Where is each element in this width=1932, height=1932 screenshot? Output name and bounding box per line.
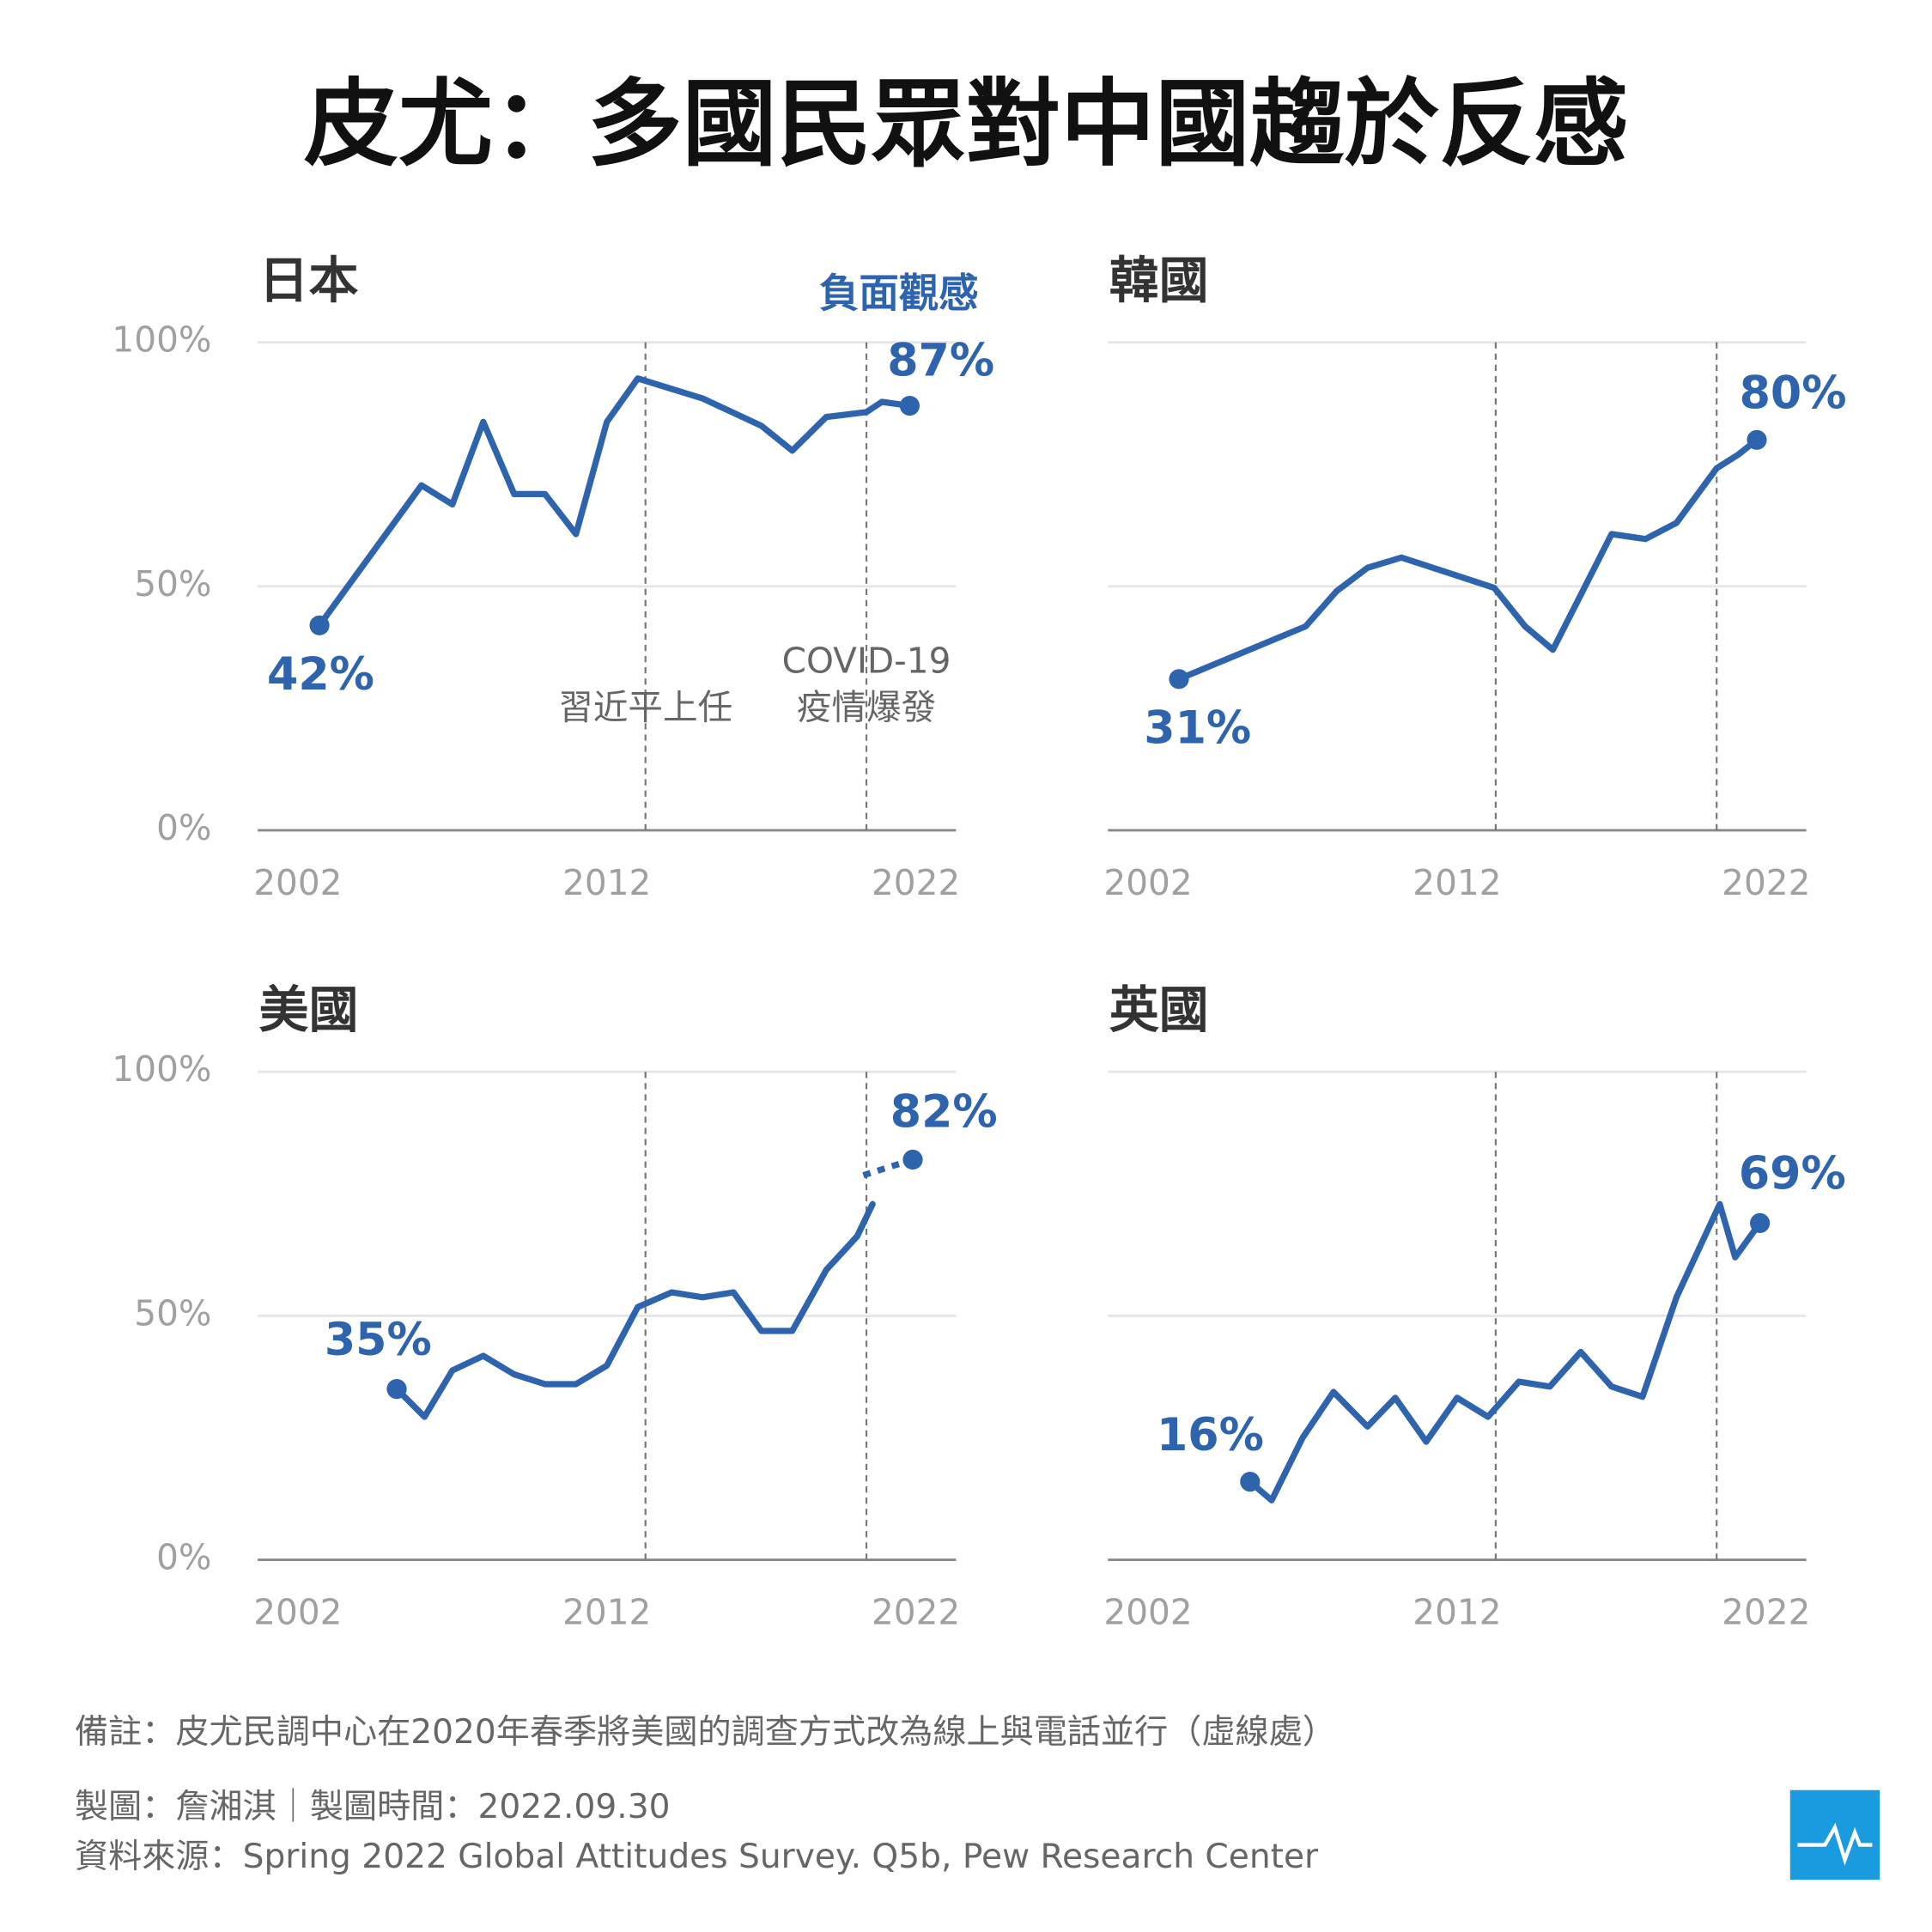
x-tick-label: 2012 <box>1413 862 1501 903</box>
x-tick-label: 2002 <box>1103 1591 1192 1632</box>
data-line <box>316 375 914 629</box>
value-label: 82% <box>890 1086 998 1138</box>
event-label: 疫情爆發 <box>797 686 936 727</box>
footnote: 資料來源：Spring 2022 Global Attitudes Survey… <box>75 1838 1319 1876</box>
value-label: 31% <box>1144 703 1251 755</box>
value-label: 42% <box>267 649 374 701</box>
data-line <box>1247 1200 1764 1504</box>
value-label: 87% <box>887 335 994 386</box>
data-point <box>902 1149 923 1170</box>
footnote: 製圖：詹湘淇｜製圖時間：2022.09.30 <box>75 1788 671 1826</box>
y-tick-label: 100% <box>112 319 211 361</box>
logo-box <box>1789 1789 1880 1880</box>
y-tick-label: 50% <box>134 1292 211 1334</box>
panel-title: 日本 <box>259 252 359 310</box>
data-point <box>1169 669 1189 690</box>
value-label: 35% <box>325 1315 432 1366</box>
event-label: COVID-19 <box>782 641 951 682</box>
x-tick-label: 2012 <box>562 862 651 903</box>
series-label: 負面觀感 <box>819 270 979 317</box>
x-tick-label: 2022 <box>872 1591 960 1632</box>
x-tick-label: 2022 <box>1722 1591 1810 1632</box>
logo <box>1789 1789 1880 1880</box>
x-tick-label: 2002 <box>253 862 342 903</box>
y-tick-label: 50% <box>134 563 211 605</box>
page-title: 皮尤：多國民眾對中國趨於反感 <box>304 69 1628 179</box>
logo-pulse <box>1797 1822 1873 1866</box>
event-label: 習近平上任 <box>558 686 732 727</box>
x-tick-label: 2022 <box>1722 862 1810 903</box>
value-label: 69% <box>1739 1149 1846 1200</box>
data-point <box>899 395 920 416</box>
data-point <box>1747 429 1767 450</box>
footnote: 備註：皮尤民調中心在2020年春季將美國的調查方式改為線上與電話並行（虛線處） <box>75 1713 1336 1752</box>
data-line <box>1176 436 1760 683</box>
x-tick-label: 2002 <box>1103 862 1192 903</box>
data-line <box>393 1200 876 1420</box>
y-tick-label: 0% <box>156 807 211 848</box>
x-tick-label: 2022 <box>872 862 960 903</box>
panel-title: 韓國 <box>1109 252 1209 310</box>
data-point <box>386 1379 407 1400</box>
y-tick-label: 0% <box>156 1537 211 1578</box>
x-tick-label: 2012 <box>1413 1591 1501 1632</box>
data-point <box>1240 1472 1261 1492</box>
x-tick-label: 2012 <box>562 1591 651 1632</box>
value-label: 80% <box>1740 368 1847 420</box>
value-label: 16% <box>1157 1410 1264 1461</box>
panel-title: 美國 <box>259 981 359 1039</box>
data-point <box>309 615 330 635</box>
panel-title: 英國 <box>1109 981 1209 1039</box>
data-point <box>1749 1212 1771 1233</box>
y-tick-label: 100% <box>112 1048 211 1090</box>
x-tick-label: 2002 <box>253 1591 342 1632</box>
